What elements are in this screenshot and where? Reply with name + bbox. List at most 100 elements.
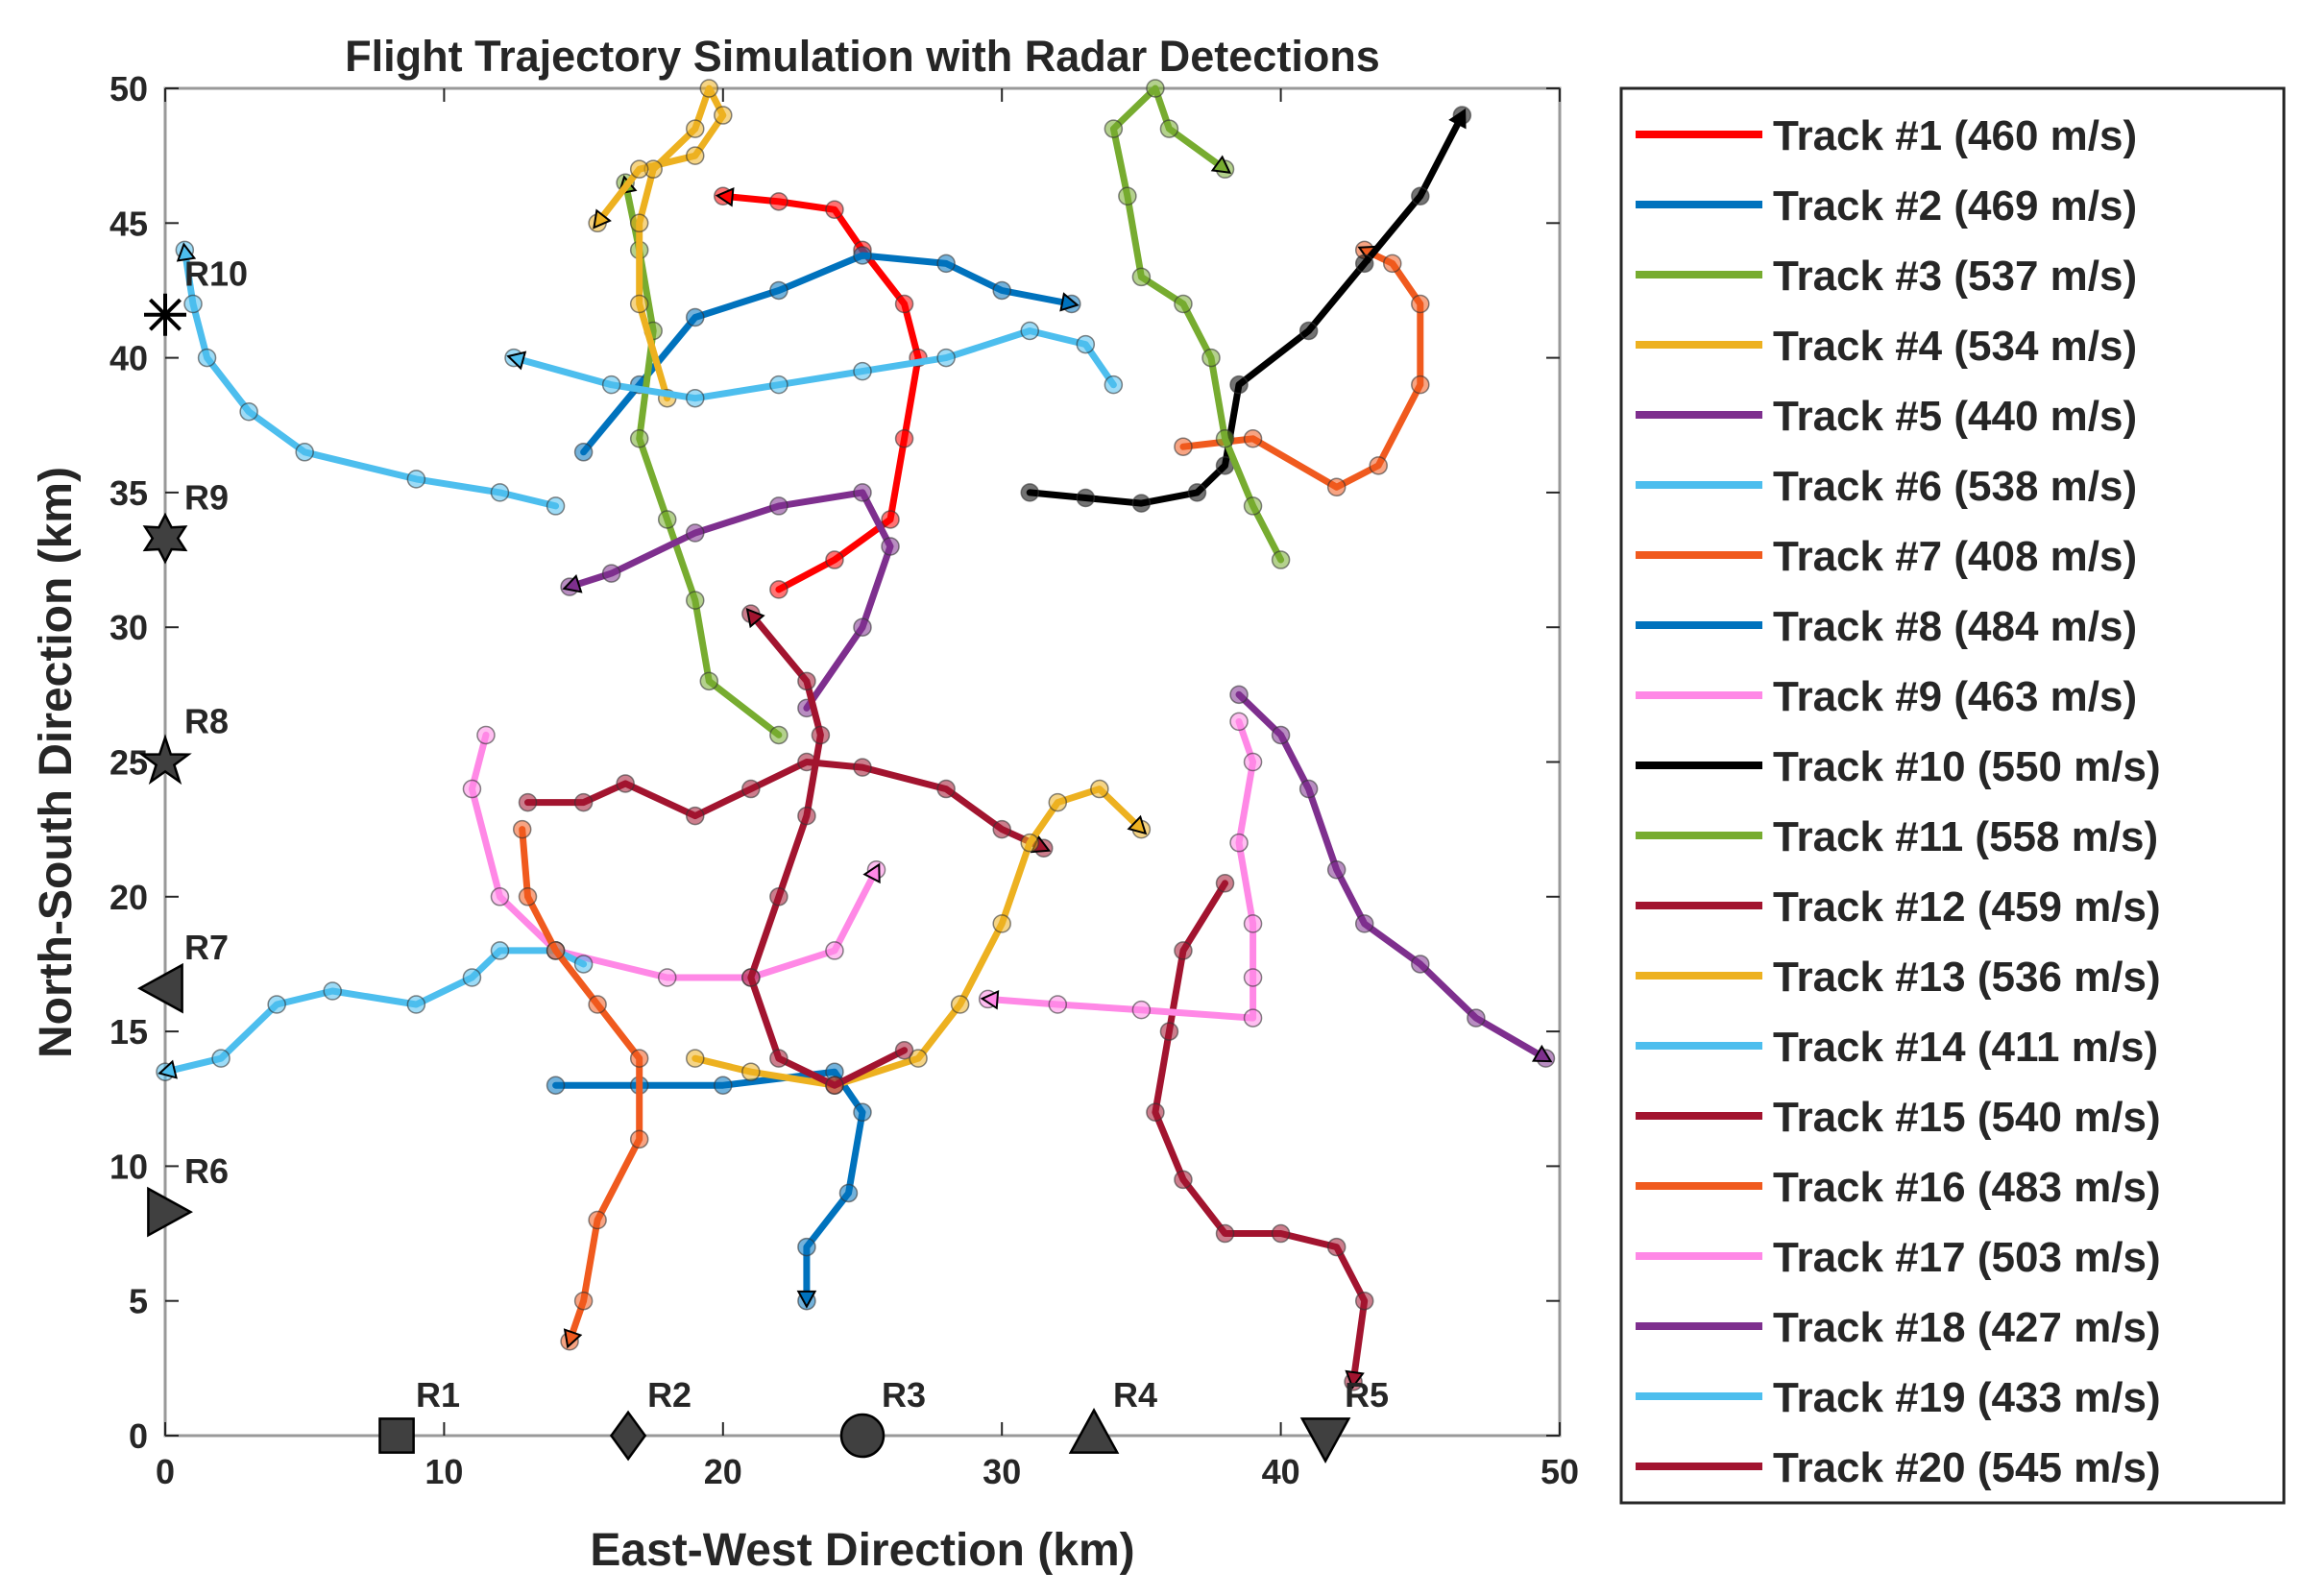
arrowhead	[862, 862, 881, 884]
detection-point	[197, 348, 217, 368]
detection-point	[797, 1237, 816, 1257]
detection-point	[1326, 859, 1347, 880]
detection-point	[853, 361, 872, 381]
detection-point	[1159, 119, 1179, 138]
detection-point	[1131, 267, 1152, 287]
detection-point	[1131, 494, 1152, 513]
detection-point	[1243, 496, 1263, 516]
track	[1146, 874, 1374, 1391]
detection-point	[992, 914, 1011, 933]
detection-point	[629, 1049, 649, 1068]
detection-point	[1215, 429, 1235, 448]
detection-point	[1159, 1022, 1179, 1041]
detection-point	[825, 941, 844, 960]
detection-point	[769, 887, 789, 907]
legend-label: Track #1 (460 m/s)	[1773, 112, 2137, 159]
detection-point	[1174, 941, 1193, 960]
detection-point	[1298, 779, 1319, 799]
arrowhead	[1448, 108, 1467, 130]
detection-point	[1383, 254, 1402, 274]
detection-point	[1411, 375, 1430, 395]
detection-point	[1243, 914, 1263, 933]
detection-point	[853, 617, 872, 637]
legend-label: Track #17 (503 m/s)	[1773, 1234, 2161, 1281]
detection-point	[1326, 1237, 1347, 1257]
detection-point	[629, 294, 649, 314]
legend-label: Track #16 (483 m/s)	[1773, 1164, 2161, 1211]
radar-label: R4	[1113, 1375, 1157, 1415]
detection-point	[1411, 955, 1430, 974]
detection-point	[323, 981, 342, 1001]
detection-point	[1076, 488, 1096, 508]
detection-point	[1229, 375, 1249, 395]
detection-point	[490, 887, 510, 907]
detection-point	[406, 470, 426, 489]
y-tick-label: 0	[129, 1416, 148, 1456]
detection-point	[1104, 375, 1124, 395]
legend-box	[1619, 86, 2286, 1505]
x-tick-label: 0	[156, 1452, 175, 1491]
detection-point	[825, 200, 844, 220]
detection-point	[1298, 321, 1319, 341]
detection-point	[1118, 186, 1137, 206]
detection-point	[699, 671, 719, 691]
legend-label: Track #6 (538 m/s)	[1773, 463, 2137, 510]
detection-point	[853, 758, 872, 777]
detection-point	[686, 146, 705, 165]
arrowhead	[1531, 1044, 1553, 1063]
track-line	[1026, 111, 1466, 507]
detection-point	[769, 725, 789, 745]
arrowhead	[715, 187, 735, 207]
y-tick-label: 10	[109, 1147, 148, 1186]
detection-point	[699, 79, 719, 98]
radar-marker	[138, 734, 192, 786]
arrowhead	[1127, 814, 1148, 835]
radar-marker	[1068, 1408, 1120, 1454]
track	[512, 819, 649, 1351]
detection-point	[601, 564, 621, 583]
arrowhead	[1345, 1369, 1365, 1390]
arrowhead	[176, 242, 197, 262]
legend-label: Track #19 (433 m/s)	[1773, 1374, 2161, 1421]
legend-label: Track #15 (540 m/s)	[1773, 1094, 2161, 1141]
track	[518, 752, 1054, 858]
detection-point	[588, 1210, 607, 1230]
detection-point	[1020, 483, 1039, 502]
y-tick-label: 35	[109, 473, 148, 513]
detection-point	[992, 819, 1011, 839]
track-line	[1152, 880, 1369, 1386]
detection-point	[629, 213, 649, 233]
radar-marker	[839, 1413, 886, 1459]
detection-point	[573, 1291, 594, 1311]
detection-point	[769, 496, 789, 516]
detection-point	[686, 591, 705, 610]
arrowhead	[506, 351, 527, 371]
radar-marker	[142, 512, 188, 565]
detection-point	[1048, 792, 1068, 812]
detection-point	[573, 443, 594, 462]
arrowhead	[980, 989, 1000, 1010]
detection-point	[518, 792, 538, 812]
detection-point	[629, 159, 649, 179]
radar-label: R7	[184, 928, 229, 967]
track-line	[594, 85, 727, 402]
detection-point	[1201, 348, 1221, 368]
track	[504, 321, 1124, 408]
detection-point	[1215, 1223, 1235, 1244]
radar-label: R2	[647, 1375, 692, 1415]
x-tick-label: 40	[1262, 1452, 1300, 1491]
legend-label: Track #2 (469 m/s)	[1773, 182, 2137, 230]
detection-point	[894, 429, 914, 448]
detection-point	[838, 1183, 859, 1203]
detection-point	[1020, 321, 1039, 341]
legend-label: Track #3 (537 m/s)	[1773, 253, 2137, 300]
detection-point	[686, 523, 705, 543]
detection-point	[1243, 1008, 1263, 1028]
detection-point	[825, 1076, 844, 1095]
track-line	[1235, 690, 1549, 1062]
detection-point	[490, 483, 510, 502]
detection-point	[686, 388, 705, 408]
detection-point	[601, 375, 621, 395]
y-tick-label: 50	[109, 69, 148, 109]
